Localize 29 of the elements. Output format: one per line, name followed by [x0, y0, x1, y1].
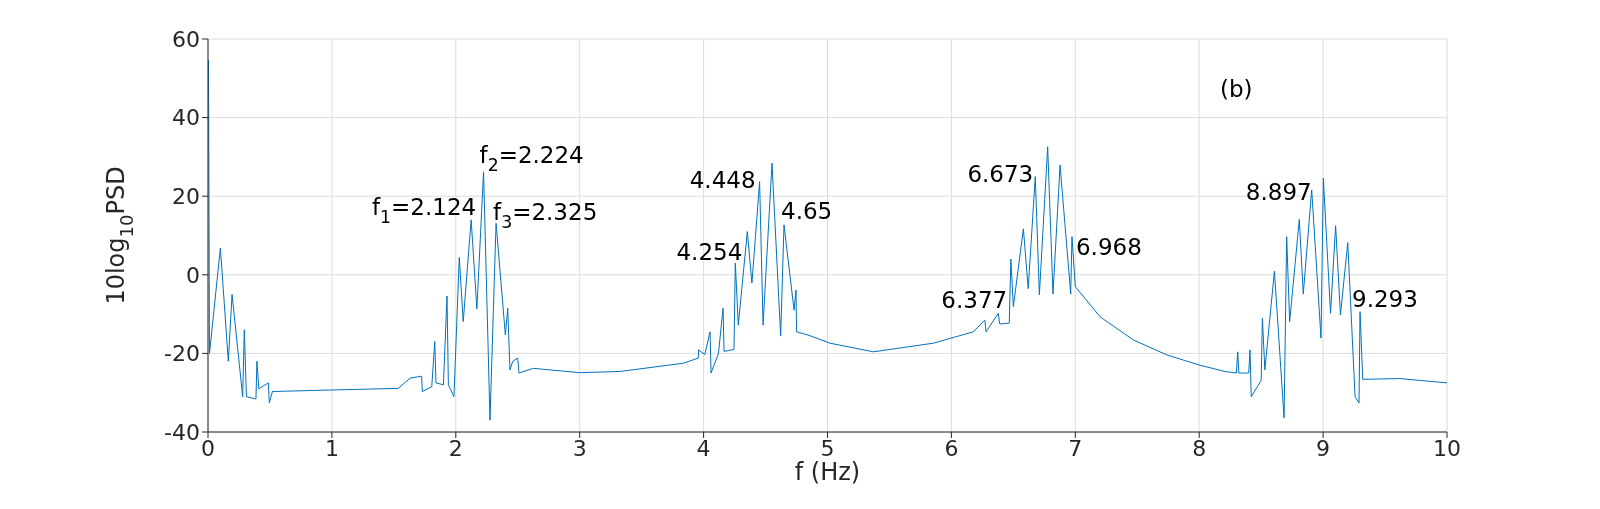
y-tick-label: 0 [186, 262, 200, 288]
annotation: f$_{2}$=2.224 [479, 141, 584, 175]
y-tick-label: 20 [172, 184, 200, 210]
annotation: f$_{3}$=2.325 [493, 199, 598, 233]
x-tick-label: 7 [1068, 435, 1083, 461]
y-tick-label: 60 [172, 26, 200, 52]
annotation: 8.897 [1245, 178, 1312, 205]
annotation: (b) [1220, 76, 1253, 102]
annotation: f$_{1}$=2.124 [371, 193, 477, 227]
y-tick-label: -40 [164, 419, 200, 445]
x-axis-title: f (Hz) [794, 458, 861, 486]
annotation: 6.377 [941, 287, 1008, 314]
x-tick-label: 6 [944, 435, 959, 461]
x-tick-label: 1 [324, 435, 339, 461]
x-tick-label: 9 [1316, 435, 1331, 461]
annotation: 6.673 [967, 160, 1034, 187]
annotation: 4.254 [676, 239, 743, 266]
x-tick-label: 2 [448, 435, 463, 461]
annotation: 6.968 [1075, 233, 1142, 260]
annotation: 9.293 [1352, 285, 1418, 312]
y-tick-label: -20 [164, 341, 200, 367]
x-tick-label: 5 [820, 435, 835, 461]
annotation: 4.65 [781, 197, 833, 224]
y-tick-label: 40 [172, 105, 200, 131]
x-tick-label: 4 [696, 435, 711, 461]
x-tick-label: 3 [572, 435, 587, 461]
x-tick-label: 8 [1192, 435, 1207, 461]
x-tick-label: 10 [1433, 435, 1461, 461]
annotation: 4.448 [689, 166, 756, 193]
